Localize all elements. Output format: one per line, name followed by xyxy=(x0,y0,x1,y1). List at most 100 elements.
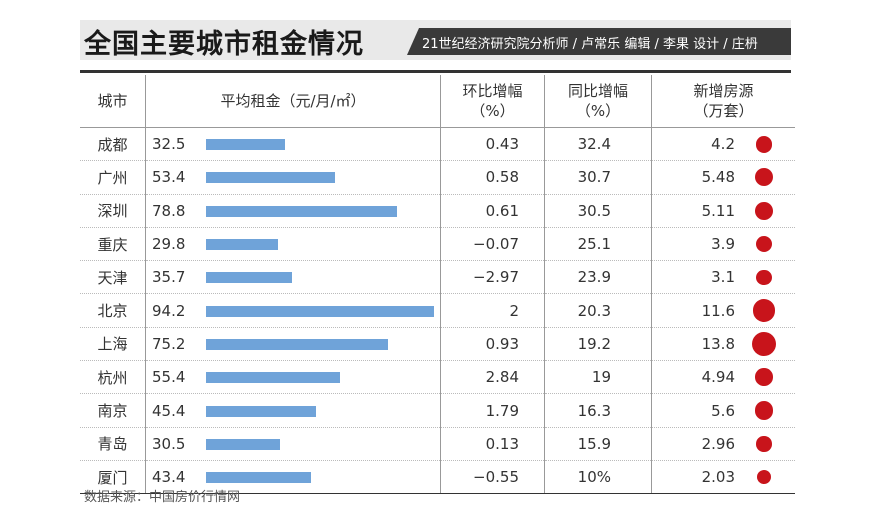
header-new-line1: 新增房源 xyxy=(693,82,754,100)
table-row: 广州 53.4 0.58 30.7 5.48 xyxy=(80,160,795,195)
credit-box xyxy=(407,28,791,55)
city-cell: 天津 xyxy=(80,260,146,295)
chart-title: 全国主要城市租金情况 xyxy=(84,29,364,60)
mom-value: 0.93 xyxy=(485,334,519,353)
mom-value: 2.84 xyxy=(485,368,519,387)
yoy-cell: 19.2 xyxy=(544,327,652,362)
city-name: 厦门 xyxy=(97,468,128,487)
mom-cell: 2.84 xyxy=(440,360,545,395)
mom-value: −0.07 xyxy=(473,235,519,254)
rent-value: 78.8 xyxy=(152,201,186,220)
new-listings-value: 13.8 xyxy=(701,334,735,353)
new-cell: 2.03 xyxy=(651,460,795,495)
new-cell: 13.8 xyxy=(651,327,795,362)
rent-cell: 29.8 xyxy=(145,227,441,262)
rent-value: 75.2 xyxy=(152,334,186,353)
rent-bar xyxy=(206,372,341,384)
new-listings-dot xyxy=(752,331,776,356)
mom-cell: −0.07 xyxy=(440,227,545,262)
mom-cell: 0.93 xyxy=(440,327,545,362)
rent-value: 94.2 xyxy=(152,301,186,320)
yoy-value: 20.3 xyxy=(577,301,611,320)
table-row: 深圳 78.8 0.61 30.5 5.11 xyxy=(80,194,795,228)
rent-cell: 32.5 xyxy=(145,127,441,162)
city-cell: 广州 xyxy=(80,160,146,195)
yoy-value: 30.7 xyxy=(577,168,611,187)
rent-bar xyxy=(206,205,397,217)
city-name: 杭州 xyxy=(97,368,128,387)
rent-value: 43.4 xyxy=(152,468,186,487)
new-listings-value: 11.6 xyxy=(701,301,735,320)
city-cell: 杭州 xyxy=(80,360,146,395)
yoy-cell: 30.5 xyxy=(544,194,652,228)
city-name: 广州 xyxy=(97,168,128,187)
header-rent: 平均租金（元/月/㎡） xyxy=(145,75,441,128)
header-new-line2: （万套） xyxy=(693,102,754,120)
new-listings-value: 3.1 xyxy=(711,268,735,287)
new-listings-dot xyxy=(754,401,774,420)
rent-cell: 53.4 xyxy=(145,160,441,195)
new-cell: 3.9 xyxy=(651,227,795,262)
rent-cell: 94.2 xyxy=(145,293,441,328)
new-cell: 11.6 xyxy=(651,293,795,328)
yoy-cell: 25.1 xyxy=(544,227,652,262)
new-listings-value: 5.6 xyxy=(711,401,735,420)
mom-cell: 0.58 xyxy=(440,160,545,195)
rent-bar xyxy=(206,338,388,350)
new-cell: 4.2 xyxy=(651,127,795,162)
city-cell: 重庆 xyxy=(80,227,146,262)
mom-value: 2 xyxy=(509,301,519,320)
new-listings-value: 4.94 xyxy=(701,368,735,387)
new-listings-dot xyxy=(755,368,773,386)
city-cell: 青岛 xyxy=(80,427,146,461)
table-row: 南京 45.4 1.79 16.3 5.6 xyxy=(80,393,795,428)
city-name: 上海 xyxy=(97,335,128,354)
rent-cell: 78.8 xyxy=(145,194,441,228)
new-listings-dot xyxy=(755,235,773,253)
header-mom: 环比增幅 （%） xyxy=(440,75,545,128)
new-cell: 4.94 xyxy=(651,360,795,395)
top-rule xyxy=(80,70,791,73)
yoy-value: 19 xyxy=(591,368,611,387)
yoy-value: 10% xyxy=(577,468,611,487)
new-listings-dot xyxy=(754,168,774,187)
city-cell: 厦门 xyxy=(80,460,146,495)
yoy-cell: 16.3 xyxy=(544,393,652,428)
rent-bar xyxy=(206,272,293,284)
rent-value: 53.4 xyxy=(152,168,186,187)
yoy-cell: 23.9 xyxy=(544,260,652,295)
mom-cell: 0.13 xyxy=(440,427,545,461)
rent-value: 45.4 xyxy=(152,401,186,420)
yoy-value: 16.3 xyxy=(577,401,611,420)
table-row: 厦门 43.4 −0.55 10% 2.03 xyxy=(80,460,795,495)
table-row: 上海 75.2 0.93 19.2 13.8 xyxy=(80,327,795,362)
city-name: 深圳 xyxy=(97,202,128,221)
city-name: 天津 xyxy=(97,268,128,287)
rent-bar xyxy=(206,305,434,317)
rent-bar xyxy=(206,405,316,417)
city-name: 重庆 xyxy=(97,235,128,254)
new-listings-dot xyxy=(752,299,776,322)
rent-table: 城市 平均租金（元/月/㎡） 环比增幅 （%） 同比增幅 （%） 新增房源 （万… xyxy=(80,75,795,495)
rent-value: 35.7 xyxy=(152,268,186,287)
new-listings-dot xyxy=(756,470,772,485)
mom-value: 1.79 xyxy=(485,401,519,420)
yoy-value: 25.1 xyxy=(577,235,611,254)
table-row: 北京 94.2 2 20.3 11.6 xyxy=(80,293,795,328)
rent-cell: 75.2 xyxy=(145,327,441,362)
table-row: 重庆 29.8 −0.07 25.1 3.9 xyxy=(80,227,795,262)
city-cell: 成都 xyxy=(80,127,146,162)
rent-bar xyxy=(206,239,279,251)
new-cell: 5.6 xyxy=(651,393,795,428)
rent-value: 55.4 xyxy=(152,368,186,387)
yoy-cell: 10% xyxy=(544,460,652,495)
header-row: 城市 平均租金（元/月/㎡） 环比增幅 （%） 同比增幅 （%） 新增房源 （万… xyxy=(80,75,795,128)
table-row: 青岛 30.5 0.13 15.9 2.96 xyxy=(80,427,795,461)
yoy-value: 15.9 xyxy=(577,434,611,453)
new-listings-value: 2.03 xyxy=(701,468,735,487)
yoy-cell: 20.3 xyxy=(544,293,652,328)
header-mom-line2: （%） xyxy=(470,102,515,120)
mom-cell: 0.61 xyxy=(440,194,545,228)
rent-value: 30.5 xyxy=(152,434,186,453)
rent-value: 32.5 xyxy=(152,135,186,154)
